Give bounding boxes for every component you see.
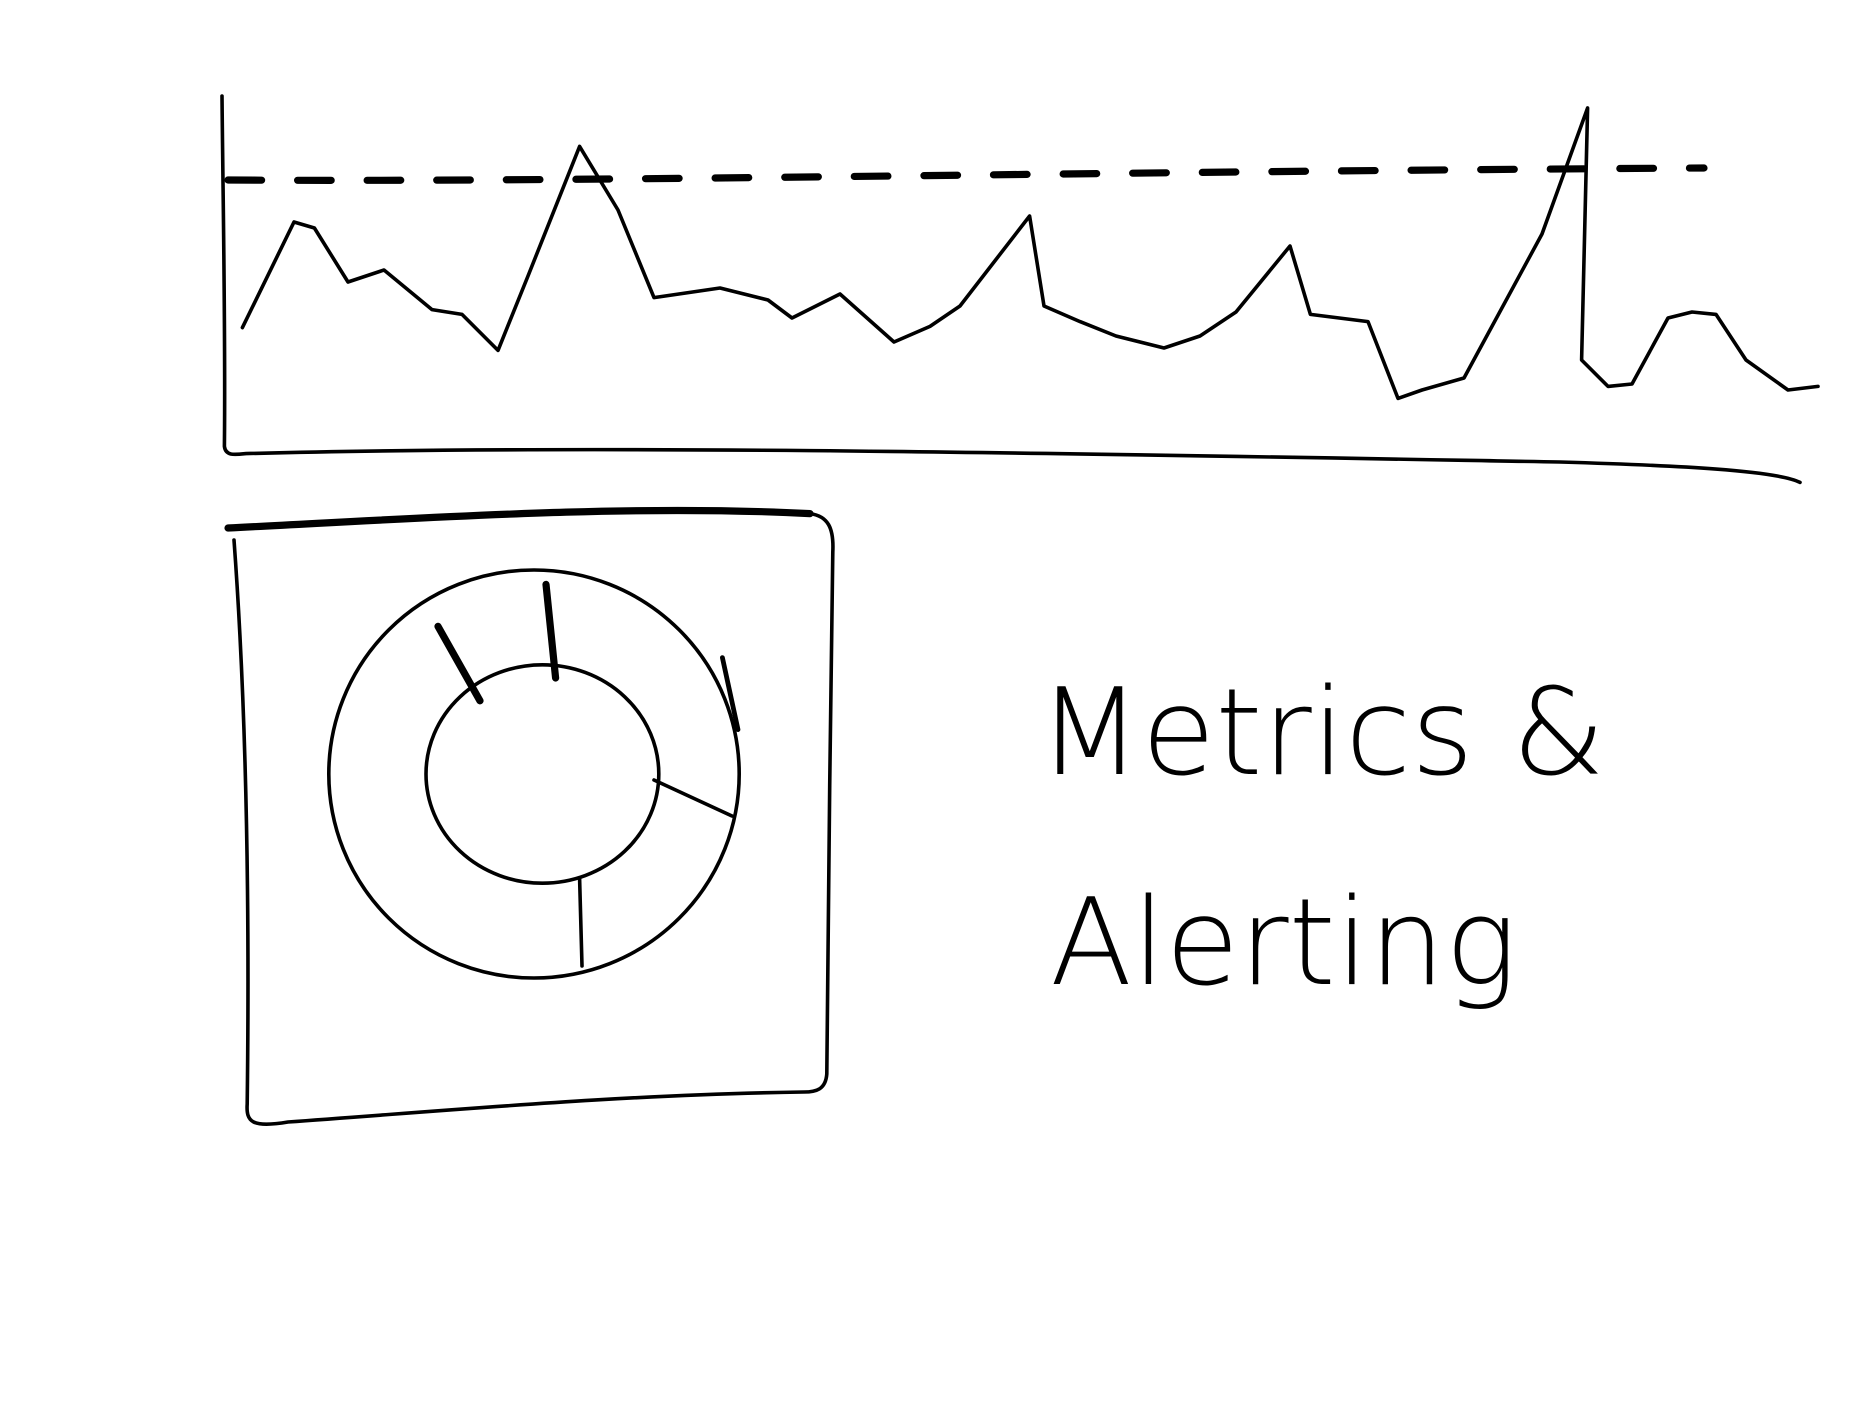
donut-panel-sketch xyxy=(224,506,835,1127)
panel-frame-top xyxy=(224,506,814,532)
axes xyxy=(220,94,1802,485)
line-chart-sketch xyxy=(220,94,1820,485)
metric-line xyxy=(240,106,1820,401)
panel-frame xyxy=(226,508,835,1127)
threshold-line xyxy=(224,164,1708,184)
title-line: Alerting xyxy=(1050,874,1517,1013)
donut-divider xyxy=(577,876,584,968)
donut-divider xyxy=(434,622,484,705)
title-line: Metrics & xyxy=(1038,664,1605,803)
donut-outer xyxy=(327,568,741,980)
donut-divider xyxy=(542,580,560,682)
donut-divider xyxy=(720,655,741,732)
donut-inner xyxy=(424,663,661,885)
donut-divider xyxy=(652,778,734,818)
